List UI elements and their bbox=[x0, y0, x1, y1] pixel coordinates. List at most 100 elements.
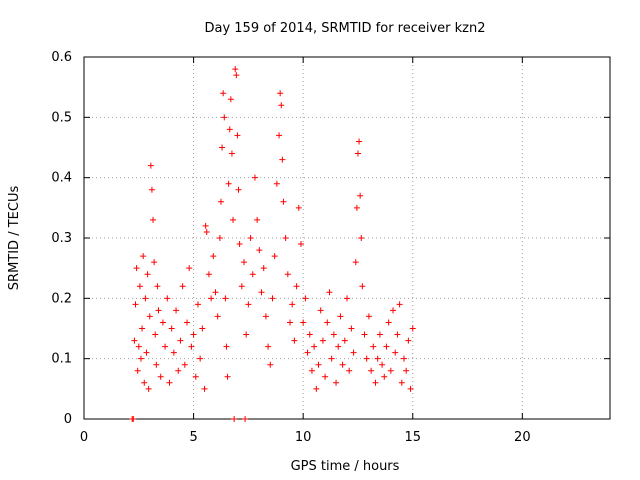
data-point bbox=[306, 331, 313, 338]
data-point bbox=[319, 337, 326, 344]
data-point bbox=[162, 343, 169, 350]
data-point bbox=[194, 301, 201, 308]
data-point bbox=[192, 373, 199, 380]
data-point bbox=[289, 301, 296, 308]
data-point bbox=[267, 361, 274, 368]
data-point bbox=[359, 283, 366, 290]
data-point bbox=[365, 313, 372, 320]
x-tick-label: 0 bbox=[80, 430, 88, 445]
data-point bbox=[166, 379, 173, 386]
data-point bbox=[219, 144, 226, 151]
data-point bbox=[262, 313, 269, 320]
data-point bbox=[155, 307, 162, 314]
data-point bbox=[328, 355, 335, 362]
data-point bbox=[212, 289, 219, 296]
data-point bbox=[247, 235, 254, 241]
data-point bbox=[214, 313, 221, 320]
data-point bbox=[407, 385, 414, 392]
axis-ticks: 0 5 10 15 20 0 0.1 0.2 0.3 0.4 0.5 0.6 bbox=[51, 50, 610, 445]
data-point bbox=[150, 216, 157, 223]
data-point bbox=[282, 235, 289, 241]
data-point bbox=[133, 265, 140, 272]
data-point bbox=[170, 349, 177, 356]
data-point bbox=[409, 325, 416, 332]
chart-title: Day 159 of 2014, SRMTID for receiver kzn… bbox=[204, 21, 485, 36]
data-point bbox=[398, 379, 405, 386]
data-point bbox=[222, 295, 229, 302]
data-point bbox=[372, 379, 379, 386]
data-point bbox=[132, 301, 139, 308]
data-point bbox=[202, 222, 209, 229]
data-point bbox=[181, 361, 188, 368]
data-point bbox=[317, 307, 324, 314]
data-point bbox=[381, 373, 388, 380]
data-point bbox=[344, 295, 350, 302]
data-point bbox=[130, 416, 137, 422]
data-point bbox=[249, 271, 256, 278]
data-point bbox=[357, 192, 364, 199]
data-point bbox=[354, 150, 361, 157]
data-point bbox=[236, 241, 243, 248]
data-point bbox=[228, 150, 235, 157]
data-point bbox=[173, 307, 180, 314]
data-point bbox=[190, 331, 197, 338]
data-point bbox=[379, 361, 386, 368]
data-point bbox=[280, 198, 287, 205]
data-point bbox=[403, 367, 410, 374]
data-point bbox=[276, 132, 283, 139]
data-point bbox=[134, 367, 141, 374]
data-point bbox=[143, 349, 150, 356]
data-point bbox=[131, 337, 138, 344]
data-point bbox=[405, 337, 412, 344]
data-point bbox=[287, 319, 294, 326]
x-tick-label: 10 bbox=[295, 430, 312, 445]
data-point bbox=[324, 319, 331, 326]
data-point bbox=[279, 156, 286, 163]
x-axis-label: GPS time / hours bbox=[291, 459, 400, 474]
data-point bbox=[335, 343, 342, 350]
data-point bbox=[142, 295, 149, 302]
data-point bbox=[154, 283, 161, 290]
y-tick-label: 0.6 bbox=[51, 50, 72, 65]
data-point bbox=[295, 204, 302, 211]
data-point bbox=[242, 416, 249, 422]
data-point bbox=[164, 295, 171, 302]
data-point bbox=[293, 283, 300, 290]
x-tick-label: 5 bbox=[189, 430, 197, 445]
data-point bbox=[199, 325, 206, 332]
data-point bbox=[188, 343, 195, 350]
data-point bbox=[148, 186, 155, 193]
data-point bbox=[235, 186, 242, 193]
data-point bbox=[203, 228, 210, 235]
data-point bbox=[313, 385, 320, 392]
data-point bbox=[151, 259, 158, 266]
data-point bbox=[356, 138, 363, 145]
data-point bbox=[238, 283, 245, 290]
data-point bbox=[217, 198, 224, 205]
y-tick-label: 0 bbox=[64, 412, 72, 427]
data-point bbox=[220, 90, 227, 97]
data-point bbox=[254, 216, 261, 223]
data-point bbox=[308, 367, 315, 374]
data-point bbox=[277, 90, 284, 97]
data-point bbox=[152, 331, 159, 338]
data-point bbox=[256, 247, 263, 254]
data-point bbox=[136, 283, 143, 290]
data-point bbox=[208, 295, 215, 302]
data-point bbox=[383, 343, 390, 350]
data-point bbox=[352, 259, 359, 266]
data-point bbox=[177, 337, 184, 344]
data-point bbox=[394, 331, 401, 338]
data-point bbox=[201, 385, 208, 392]
data-point bbox=[291, 337, 298, 344]
data-point bbox=[216, 235, 223, 241]
data-point bbox=[363, 355, 370, 362]
data-point bbox=[175, 367, 182, 374]
data-point bbox=[269, 295, 276, 302]
data-point bbox=[230, 216, 237, 223]
data-point bbox=[232, 66, 239, 73]
data-point bbox=[147, 162, 154, 169]
data-point bbox=[184, 319, 191, 326]
data-point bbox=[385, 319, 392, 326]
